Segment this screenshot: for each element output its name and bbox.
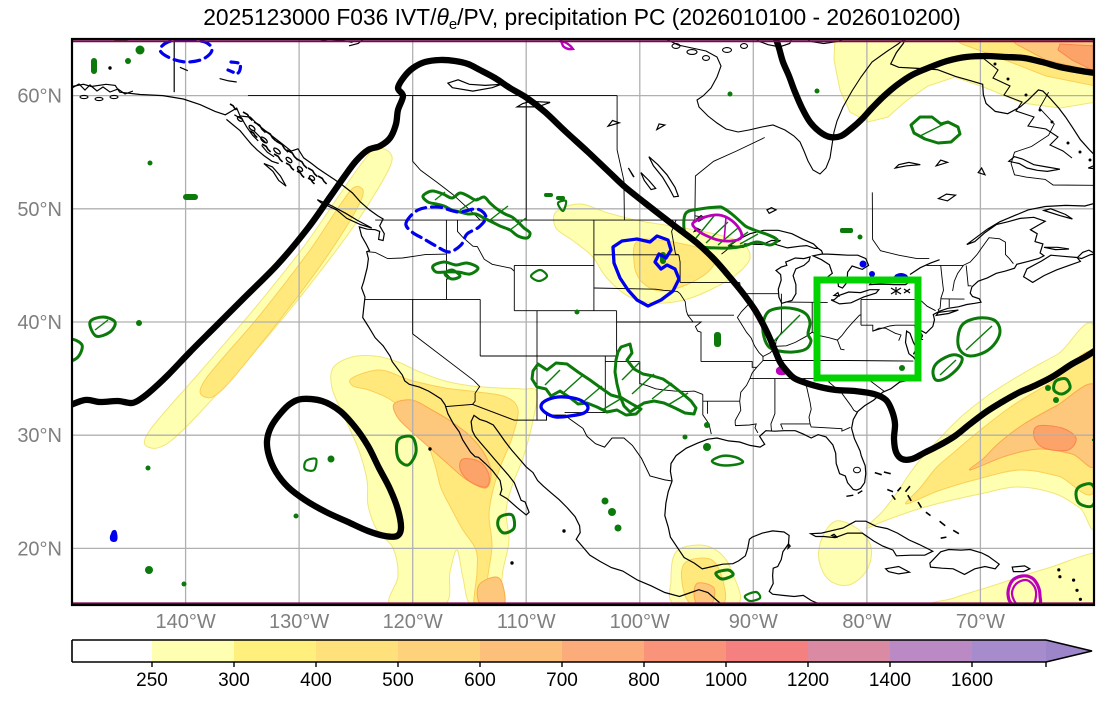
- svg-text:50°N: 50°N: [17, 199, 62, 221]
- svg-text:500: 500: [382, 670, 414, 691]
- svg-text:30°N: 30°N: [17, 425, 62, 447]
- svg-text:600: 600: [464, 670, 496, 691]
- svg-text:800: 800: [628, 670, 660, 691]
- svg-text:20°N: 20°N: [17, 538, 62, 560]
- svg-text:100°W: 100°W: [610, 611, 670, 633]
- svg-text:1600: 1600: [951, 670, 993, 691]
- svg-text:1000: 1000: [705, 670, 747, 691]
- svg-text:2025123000 F036 IVT/θe/PV, pre: 2025123000 F036 IVT/θe/PV, precipitation…: [203, 4, 961, 33]
- svg-text:120°W: 120°W: [383, 611, 443, 633]
- svg-text:70°W: 70°W: [956, 611, 1005, 633]
- svg-text:40°N: 40°N: [17, 312, 62, 334]
- svg-text:80°W: 80°W: [842, 611, 891, 633]
- svg-text:110°W: 110°W: [497, 611, 556, 633]
- svg-text:1200: 1200: [787, 670, 829, 691]
- svg-text:90°W: 90°W: [729, 611, 778, 633]
- svg-text:60°N: 60°N: [17, 86, 62, 108]
- svg-text:400: 400: [300, 670, 332, 691]
- svg-text:700: 700: [546, 670, 578, 691]
- svg-text:140°W: 140°W: [155, 611, 215, 633]
- svg-text:130°W: 130°W: [269, 611, 329, 633]
- svg-text:250: 250: [136, 670, 168, 691]
- svg-text:300: 300: [218, 670, 250, 691]
- svg-text:1400: 1400: [869, 670, 911, 691]
